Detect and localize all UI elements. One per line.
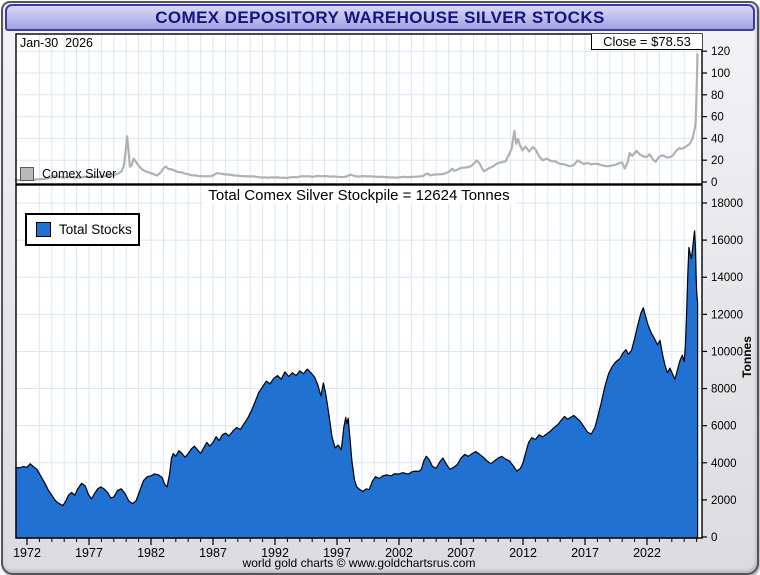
x-tick-label: 1992 [261,546,289,560]
stocks-y-tick-label: 2000 [711,495,737,507]
x-tick-label: 2017 [571,546,599,560]
comex-silver-price-series [14,53,699,182]
price-y-tick-label: 120 [711,46,730,58]
attribution: world gold charts © www.goldchartsrus.co… [242,556,476,570]
x-tick-label: 2002 [385,546,413,560]
price-y-tick-label: 0 [711,177,717,189]
price-panel-background [16,34,702,184]
x-tick-label: 1972 [13,546,41,560]
price-y-tick-label: 60 [711,112,724,124]
total-stocks-legend-label: Total Stocks [59,222,132,237]
x-tick-label: 1977 [75,546,103,560]
stocks-panel-border [15,184,703,539]
close-value-box: Close = $78.53 [591,34,702,50]
x-tick-label: 2022 [633,546,661,560]
stocks-y-tick-label: 10000 [711,346,743,358]
stocks-y-tick-label: 12000 [711,309,743,321]
window-title: COMEX DEPOSITORY WAREHOUSE SILVER STOCKS [155,7,605,27]
stocks-y-tick-label: 0 [711,532,717,544]
title-bar: COMEX DEPOSITORY WAREHOUSE SILVER STOCKS [5,4,755,31]
price-y-tick-label: 20 [711,155,724,167]
price-y-tick-label: 40 [711,133,724,145]
date-label: Jan-30 2026 [20,36,93,50]
comex-silver-legend-label: Comex Silver [42,167,117,181]
total-stocks-swatch-icon [36,222,51,237]
price-y-tick-label: 80 [711,90,724,102]
stocks-y-tick-label: 18000 [711,198,743,210]
total-stocks-area-series [15,230,699,539]
stockpile-title: Total Comex Silver Stockpile = 12624 Ton… [16,187,702,204]
x-tick-label: 1987 [199,546,227,560]
stocks-y-tick-label: 14000 [711,272,743,284]
legend-comex-silver: Comex Silver [20,167,116,181]
stockpile-title-text: Total Comex Silver Stockpile = 12624 Ton… [203,187,515,204]
x-tick-label: 2007 [447,546,475,560]
stocks-y-tick-label: 16000 [711,235,743,247]
stocks-y-tick-label: 8000 [711,384,737,396]
y-axis-title-tonnes: Tonnes [740,336,754,378]
stocks-y-tick-label: 4000 [711,458,737,470]
stocks-y-tick-label: 6000 [711,421,737,433]
price-y-tick-label: 100 [711,68,730,80]
x-tick-label: 1997 [323,546,351,560]
price-panel-border [15,33,703,185]
x-tick-label: 2012 [509,546,537,560]
comex-silver-swatch-icon [20,167,34,181]
x-tick-label: 1982 [137,546,165,560]
close-value-label: Close = $78.53 [603,34,691,49]
legend-total-stocks: Total Stocks [25,213,140,246]
